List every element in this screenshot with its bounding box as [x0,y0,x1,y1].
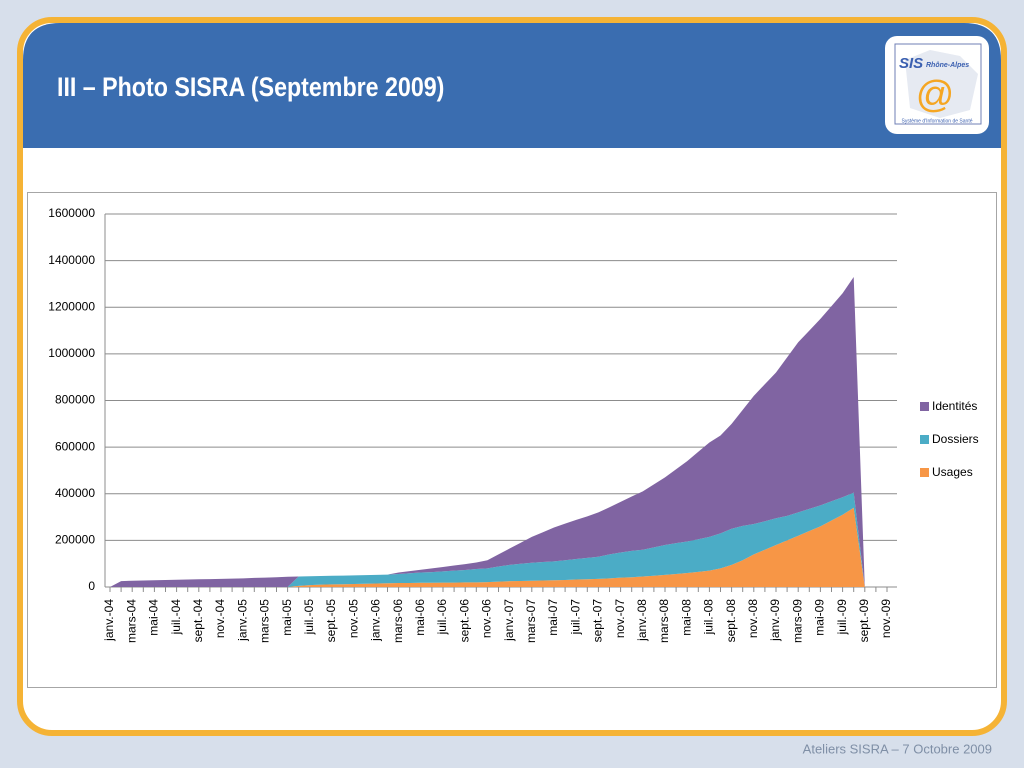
x-tick-label: sept.-04 [191,599,205,643]
x-tick-label: janv.-06 [369,599,383,642]
x-tick-label: mai-06 [413,599,427,636]
legend-label: Dossiers [932,432,979,446]
y-tick-label: 0 [88,579,95,593]
y-tick-label: 1400000 [48,253,95,267]
x-tick-label: janv.-05 [235,599,249,642]
x-tick-label: mars-08 [657,599,671,643]
x-tick-label: janv.-04 [102,599,116,642]
chart: 0 200000 400000 600000 800000 1000000 1200000 1… [48,206,978,643]
legend-swatch [920,468,929,477]
x-tick-label: nov.-07 [613,599,627,638]
x-tick-label: mai-08 [679,599,693,636]
legend-label: Usages [932,465,973,479]
x-tick-label: juil.-05 [302,599,316,636]
x-tick-label: mai-05 [280,599,294,636]
legend-swatch [920,402,929,411]
x-tick-label: mars-06 [391,599,405,643]
x-tick-label: sept.-05 [324,599,338,643]
x-tick-label: nov.-05 [346,599,360,638]
logo-border [894,43,982,125]
x-tick-label: mai-07 [546,599,560,636]
logo-map [905,50,978,118]
x-tick-label: mai-04 [147,599,161,636]
x-tick-label: juil.-07 [568,599,582,636]
x-tick-label: mars-04 [124,599,138,643]
area [110,492,865,587]
legend-label: Identités [932,399,977,413]
x-tick-label: juil.-04 [169,599,183,636]
x-tick-label: mars-07 [524,599,538,643]
x-tick-label: janv.-09 [768,599,782,642]
x-tick-label: nov.-09 [879,599,893,638]
logo-symbol: @ [916,74,955,116]
logo-region: Rhône-Alpes [926,62,969,69]
x-tick-label: janv.-07 [502,599,516,642]
x-tick-label: sept.-08 [724,599,738,643]
x-tick-label: juil.-09 [835,599,849,636]
x-tick-label: sept.-06 [457,599,471,643]
y-tick-label: 400000 [55,486,95,500]
footer: Ateliers SISRA – 7 Octobre 2009 [803,741,992,756]
y-tick-label: 1000000 [48,346,95,360]
x-tick-label: sept.-09 [857,599,871,643]
x-tick-label: nov.-06 [480,599,494,638]
x-tick-label: nov.-08 [746,599,760,638]
header-band [23,23,1001,148]
y-tick-label: 200000 [55,533,95,547]
area [110,507,865,587]
y-tick-label: 1600000 [48,206,95,220]
area [110,276,865,587]
y-tick-label: 800000 [55,393,95,407]
x-tick-label: janv.-08 [635,599,649,642]
legend-swatch [920,435,929,444]
x-tick-label: sept.-07 [591,599,605,643]
logo-name: SIS [899,55,923,72]
x-tick-label: mars-09 [790,599,804,643]
x-tick-label: mars-05 [258,599,272,643]
y-tick-label: 600000 [55,439,95,453]
x-tick-label: mai-09 [813,599,827,636]
y-tick-label: 1200000 [48,299,95,313]
x-tick-label: juil.-06 [435,599,449,636]
x-tick-label: juil.-08 [702,599,716,636]
slide-title: III – Photo SISRA (Septembre 2009) [57,73,444,103]
x-tick-label: nov.-04 [213,599,227,638]
logo-caption: Système d'Information de Santé [902,118,973,124]
